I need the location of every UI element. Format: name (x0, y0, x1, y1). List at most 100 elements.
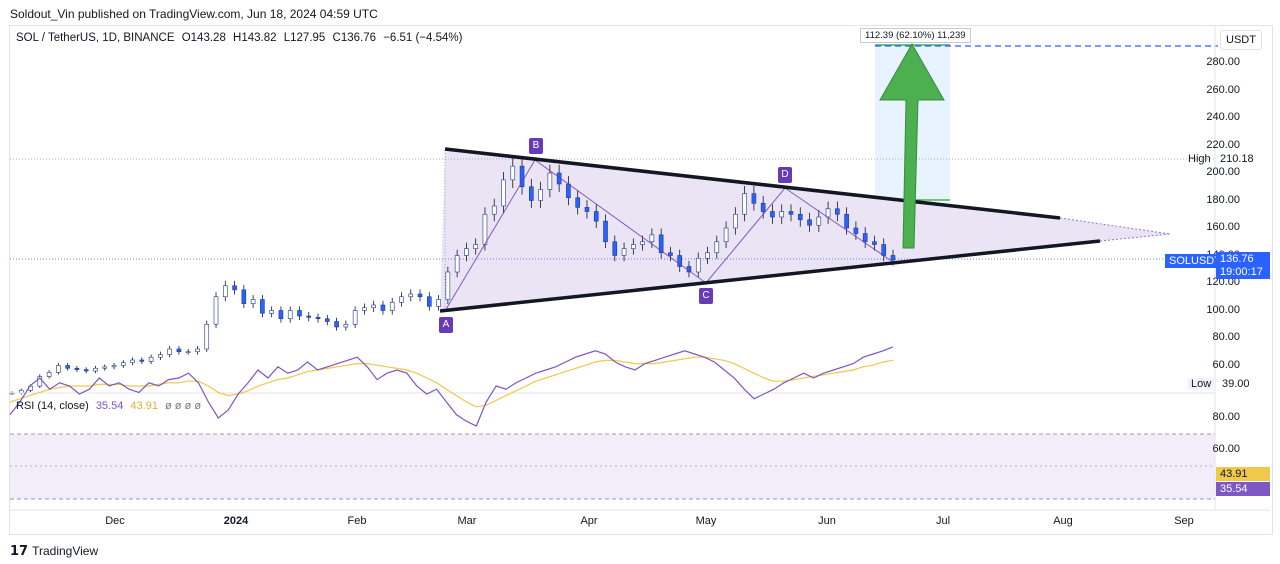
candle-body (807, 219, 812, 226)
candle-body (779, 211, 785, 218)
price-axis-label: 180.00 (1206, 193, 1240, 206)
time-axis-label: Feb (347, 515, 367, 527)
candle-body (547, 172, 553, 190)
candle-body (56, 365, 61, 373)
candle-body (593, 211, 599, 222)
candle-body (176, 348, 182, 353)
candle-body (250, 299, 256, 304)
price-axis-label: 60.00 (1212, 358, 1240, 371)
tradingview-logo-text: TradingView (32, 544, 99, 558)
candle-body (584, 207, 590, 212)
candle-body (835, 208, 840, 215)
green-up-arrow (879, 42, 945, 249)
candle-body (334, 321, 339, 328)
rsi-axis-80: 80.00 (1212, 411, 1240, 423)
candle-body (797, 213, 803, 221)
candle-body (538, 189, 543, 201)
price-axis-label: 120.00 (1206, 276, 1240, 288)
triangle-upper-line (444, 147, 1061, 220)
rsi-line (9, 346, 894, 427)
candle-body (352, 310, 358, 325)
rsi-legend-symbols: ø ø ø ø (165, 400, 202, 412)
triangle-fill (440, 149, 1170, 311)
candle-body (241, 289, 247, 304)
last-price-tag: 136.76 (1216, 252, 1270, 266)
time-axis-label: Dec (105, 515, 125, 527)
rsi-legend-value: 35.54 (95, 400, 124, 412)
candle-body (222, 285, 228, 298)
rsi-ma-line (9, 356, 894, 408)
candle-body (130, 359, 135, 364)
candle-body (872, 241, 877, 245)
candle-body (890, 255, 896, 261)
open-value: O143.28 (181, 32, 226, 44)
candle-body (102, 366, 108, 369)
time-axis-label: 2024 (223, 515, 249, 527)
candle-body (510, 165, 516, 181)
rsi-legend: RSI (14, close) 35.54 43.91 ø ø ø ø (16, 400, 201, 412)
point-b-label: B (529, 138, 543, 154)
price-axis-label: 80.00 (1212, 331, 1240, 343)
candle-body (473, 244, 478, 249)
candle-body (760, 202, 766, 212)
tradingview-logo[interactable]: 𝟭𝟳 TradingView (10, 543, 98, 559)
candle-body (853, 227, 859, 234)
candle-body (167, 348, 172, 355)
candle-body (491, 205, 497, 215)
candle-body (658, 234, 664, 254)
candle-body (649, 234, 655, 243)
candle-body (788, 211, 794, 215)
high-value: H143.82 (233, 32, 277, 44)
candle-body (93, 367, 98, 372)
price-axis-label: 160.00 (1206, 221, 1240, 233)
candle-body (46, 372, 52, 377)
candle-body (621, 248, 627, 256)
price-axis-label: 260.00 (1206, 83, 1240, 96)
rsi-legend-name: RSI (14, close) (16, 400, 89, 412)
candle-body (705, 252, 710, 259)
triangle-lower-line (439, 239, 1101, 313)
candle-body (529, 186, 534, 201)
price-axis-label: 100.00 (1206, 303, 1240, 316)
candles-group (9, 157, 896, 395)
close-value: C136.76 (332, 32, 376, 44)
symbol-header: SOL / TetherUS, 1D, BINANCE O143.28 H143… (16, 32, 466, 44)
candle-body (389, 301, 395, 311)
candle-body (65, 365, 70, 369)
candle-body (120, 362, 126, 366)
candle-body (380, 304, 386, 311)
rsi-legend-ma: 43.91 (130, 400, 158, 412)
candle-body (139, 359, 145, 362)
low-value-label: 39.00 (1222, 378, 1250, 390)
candle-body (148, 356, 154, 362)
price-axis-label: 240.00 (1206, 111, 1240, 123)
candle-body (723, 227, 729, 243)
candle-body (825, 208, 831, 218)
candle-body (714, 241, 720, 254)
candle-body (733, 213, 738, 229)
candle-body (287, 310, 293, 320)
point-a-label: A (439, 317, 453, 333)
low-value: L127.95 (283, 32, 326, 44)
time-axis-label: Aug (1053, 515, 1073, 527)
candle-body (111, 365, 117, 368)
candle-body (501, 179, 506, 207)
time-axis-label: Jul (935, 515, 951, 527)
candle-body (185, 351, 191, 354)
candle-body (770, 211, 775, 218)
candle-body (881, 244, 887, 256)
candle-body (213, 296, 219, 325)
countdown-tag: 19:00:17 (1216, 265, 1270, 279)
currency-button[interactable]: USDT (1220, 30, 1262, 50)
price-axis-label: 220.00 (1206, 138, 1240, 151)
candle-body (427, 296, 432, 307)
candle-body (408, 293, 414, 298)
rsi-band (10, 434, 1215, 499)
candle-body (297, 310, 302, 317)
candle-body (158, 354, 163, 358)
candle-body (325, 318, 330, 322)
measure-label: 112.39 (62.10%) 11,239 (860, 28, 971, 43)
point-d-label: D (778, 167, 792, 183)
tradingview-mark-icon: 𝟭𝟳 (10, 543, 29, 558)
